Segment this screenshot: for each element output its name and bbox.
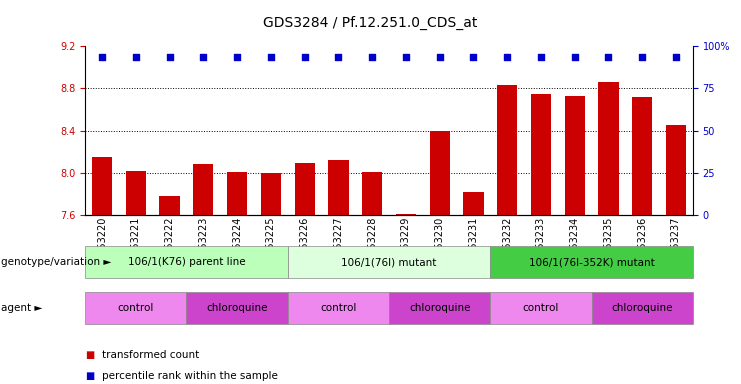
Text: control: control — [118, 303, 154, 313]
Text: 106/1(K76) parent line: 106/1(K76) parent line — [127, 257, 245, 267]
Bar — [666, 125, 686, 215]
Bar — [565, 96, 585, 215]
Bar — [294, 163, 315, 215]
Point — [468, 53, 479, 60]
Bar — [632, 97, 652, 215]
Bar — [396, 214, 416, 215]
Bar — [362, 172, 382, 215]
Text: genotype/variation ►: genotype/variation ► — [1, 257, 111, 267]
Text: 106/1(76I-352K) mutant: 106/1(76I-352K) mutant — [528, 257, 654, 267]
Point — [197, 53, 209, 60]
Text: transformed count: transformed count — [102, 350, 199, 360]
Text: control: control — [320, 303, 356, 313]
Bar — [328, 160, 348, 215]
Text: chloroquine: chloroquine — [611, 303, 673, 313]
Text: chloroquine: chloroquine — [207, 303, 268, 313]
Point — [637, 53, 648, 60]
Point — [670, 53, 682, 60]
Point — [164, 53, 176, 60]
Text: agent ►: agent ► — [1, 303, 42, 313]
Point — [569, 53, 581, 60]
Point — [96, 53, 108, 60]
Bar — [126, 170, 146, 215]
Text: percentile rank within the sample: percentile rank within the sample — [102, 371, 277, 381]
Bar — [497, 85, 517, 215]
Point — [602, 53, 614, 60]
Bar — [463, 192, 484, 215]
Point — [265, 53, 277, 60]
Text: ■: ■ — [85, 350, 94, 360]
Point — [366, 53, 378, 60]
Point — [333, 53, 345, 60]
Point — [501, 53, 513, 60]
Text: 106/1(76I) mutant: 106/1(76I) mutant — [342, 257, 436, 267]
Bar — [598, 82, 619, 215]
Point — [433, 53, 445, 60]
Text: GDS3284 / Pf.12.251.0_CDS_at: GDS3284 / Pf.12.251.0_CDS_at — [263, 15, 478, 30]
Text: control: control — [522, 303, 559, 313]
Bar — [92, 157, 112, 215]
Bar — [430, 131, 450, 215]
Point — [400, 53, 412, 60]
Text: chloroquine: chloroquine — [409, 303, 471, 313]
Bar — [531, 94, 551, 215]
Point — [535, 53, 547, 60]
Bar — [193, 164, 213, 215]
Point — [299, 53, 310, 60]
Bar — [261, 173, 281, 215]
Point — [231, 53, 243, 60]
Point — [130, 53, 142, 60]
Bar — [227, 172, 247, 215]
Text: ■: ■ — [85, 371, 94, 381]
Bar — [159, 196, 180, 215]
